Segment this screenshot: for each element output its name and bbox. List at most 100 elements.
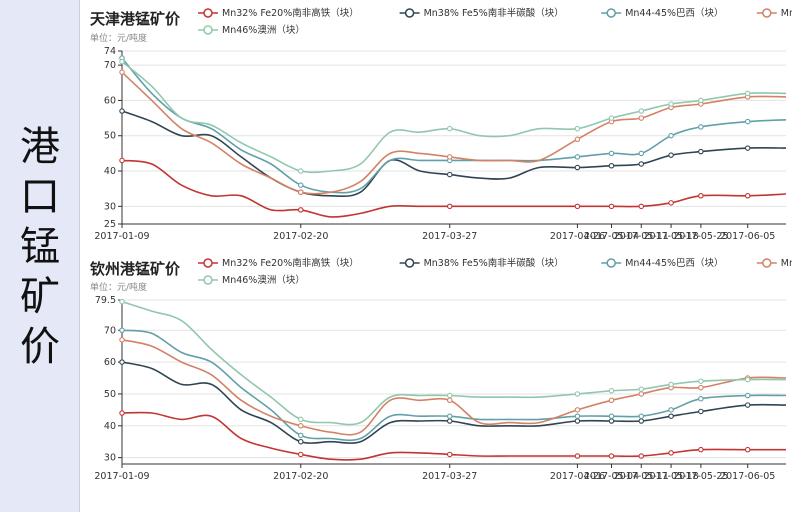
y-tick-label: 40 — [104, 166, 116, 177]
x-tick-label: 2017-05-18 — [643, 231, 698, 242]
data-point — [744, 376, 751, 383]
data-point — [698, 378, 704, 384]
data-point — [668, 101, 674, 107]
series-line — [121, 361, 787, 444]
series-line — [121, 339, 787, 436]
legend-label: Mn46%澳洲（块） — [222, 274, 305, 286]
data-point — [744, 193, 751, 199]
legend-item: Mn32% Fe20%南非高铁（块） — [198, 7, 359, 19]
data-point — [574, 125, 581, 132]
legend-swatch-marker — [203, 275, 213, 285]
x-tick-label: 2017-05-11 — [614, 231, 669, 242]
data-point — [698, 446, 704, 453]
x-tick-label: 2017-02-20 — [273, 231, 328, 242]
data-point — [668, 407, 674, 413]
x-tick-label: 2017-04-26 — [550, 231, 605, 242]
data-point — [668, 450, 674, 456]
sidebar-title-char: 锰 — [20, 224, 60, 270]
data-point — [119, 69, 125, 75]
legend-label: Mn44-45%加蓬（块） — [781, 7, 792, 19]
series-line — [121, 60, 787, 174]
legend-swatch-marker — [606, 8, 616, 18]
legend-swatch-marker — [762, 258, 772, 268]
legend-label: Mn44-45%巴西（块） — [625, 7, 723, 19]
data-point — [744, 90, 751, 97]
data-point — [574, 164, 581, 171]
data-point — [574, 154, 581, 160]
data-point — [298, 189, 304, 195]
y-tick-label: 30 — [104, 453, 116, 464]
chart-title: 天津港锰矿价 — [90, 10, 181, 28]
data-point — [119, 359, 125, 365]
legend-swatch-marker — [203, 258, 213, 268]
y-tick-label: 25 — [104, 219, 116, 230]
data-point — [698, 384, 704, 391]
legend-swatch-marker — [606, 258, 616, 268]
data-point — [119, 157, 125, 164]
legend-item: Mn44-45%加蓬（块） — [756, 7, 792, 19]
series-line — [121, 300, 787, 426]
data-point — [608, 150, 615, 157]
data-point — [744, 145, 751, 151]
x-tick-label: 2017-06-05 — [720, 231, 775, 242]
data-point — [298, 423, 304, 429]
data-point — [638, 413, 645, 419]
legend-item: Mn44-45%巴西（块） — [601, 7, 724, 19]
data-point — [574, 407, 581, 413]
data-point — [298, 432, 304, 439]
y-tick-label: 60 — [104, 357, 116, 368]
legend-label: Mn38% Fe5%南非半碳酸（块） — [424, 7, 564, 19]
x-tick-label: 2017-05-25 — [673, 471, 728, 482]
data-point — [446, 413, 453, 419]
legend-item: Mn46%澳洲（块） — [198, 24, 305, 36]
data-point — [668, 132, 674, 139]
x-tick-label: 2017-05-25 — [673, 231, 728, 242]
data-point — [638, 150, 645, 157]
data-point — [744, 392, 751, 399]
sidebar-title: 港 口 锰 矿 价 — [0, 122, 80, 372]
data-point — [668, 152, 674, 158]
y-tick-label: 70 — [104, 325, 116, 336]
data-point — [574, 136, 581, 143]
data-point — [298, 182, 304, 188]
legend-swatch-marker — [762, 8, 772, 18]
legend-item: Mn38% Fe5%南非半碳酸（块） — [399, 257, 564, 269]
data-point — [574, 418, 581, 424]
legend-label: Mn44-45%巴西（块） — [625, 257, 723, 269]
y-tick-label: 70 — [104, 60, 116, 71]
data-point — [698, 148, 704, 155]
x-tick-label: 2017-06-05 — [720, 471, 775, 482]
data-point — [638, 391, 645, 397]
chart-panel-tianjin: 天津港锰矿价 单位：元/吨度 Mn32% Fe20%南非高铁（块） Mn38% Fe5… — [80, 0, 792, 252]
series-line — [121, 110, 787, 198]
data-point — [698, 395, 704, 402]
x-tick-label: 2017-05-18 — [643, 471, 698, 482]
data-point — [446, 203, 453, 210]
data-point — [608, 397, 615, 404]
y-tick-label: 30 — [104, 201, 116, 212]
legend-swatch-marker — [203, 8, 213, 18]
data-point — [668, 381, 674, 388]
data-point — [119, 410, 125, 416]
sidebar-divider — [79, 0, 80, 512]
data-point — [574, 391, 581, 397]
data-point — [638, 108, 645, 114]
data-point — [446, 125, 453, 132]
sidebar-title-char: 价 — [20, 324, 60, 370]
data-point — [638, 115, 645, 121]
series-line — [121, 57, 787, 194]
data-point — [119, 58, 125, 65]
data-point — [744, 118, 751, 125]
data-point — [119, 108, 125, 114]
legend-item: Mn38% Fe5%南非半碳酸（块） — [399, 7, 564, 19]
data-point — [119, 337, 125, 343]
data-point — [446, 397, 453, 404]
legend-item: Mn44-45%巴西（块） — [601, 257, 724, 269]
data-point — [698, 97, 704, 104]
y-tick-label: 50 — [104, 389, 116, 400]
data-point — [668, 413, 674, 419]
sidebar-title-char: 矿 — [20, 274, 60, 320]
legend-swatch-marker — [203, 25, 213, 35]
series-line — [121, 159, 787, 218]
